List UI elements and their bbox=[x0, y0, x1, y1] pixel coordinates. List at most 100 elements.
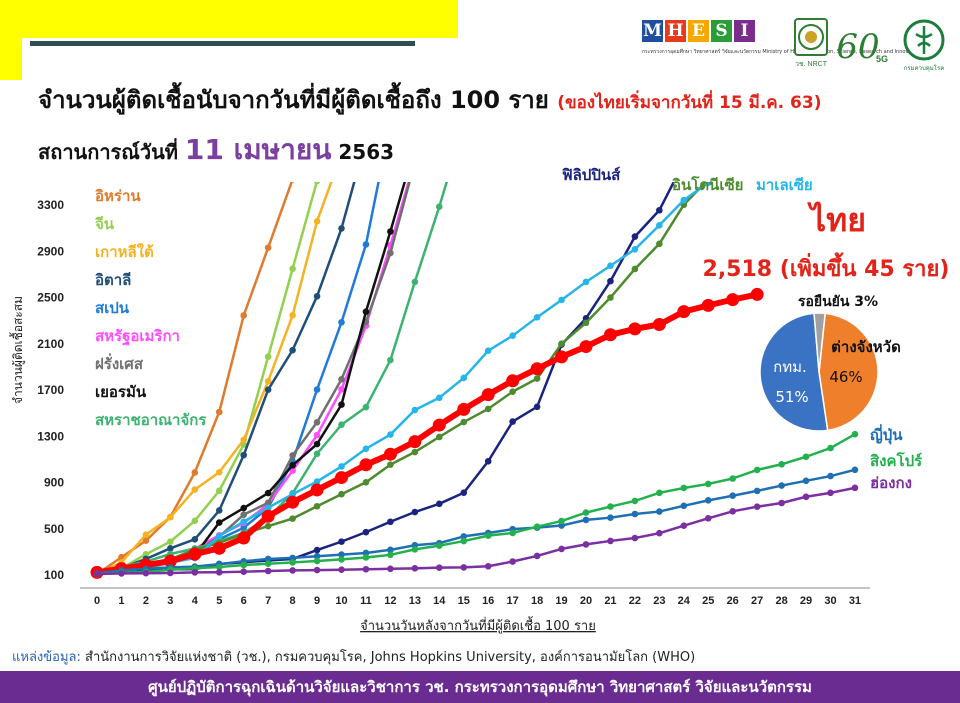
series-point bbox=[558, 545, 565, 553]
series-point bbox=[579, 340, 593, 354]
y-tick-label: 100 bbox=[44, 568, 64, 582]
header-rule bbox=[30, 41, 415, 46]
y-tick-label: 1300 bbox=[37, 429, 64, 443]
series-point bbox=[704, 182, 712, 187]
pie-label-bangkok: กทม. bbox=[773, 358, 807, 376]
series-point bbox=[289, 490, 296, 498]
series-point bbox=[240, 436, 247, 444]
series-point bbox=[338, 490, 345, 498]
series-point bbox=[558, 296, 565, 304]
series-point bbox=[313, 450, 321, 458]
legend-entry: อิหร่าน bbox=[95, 187, 141, 205]
series-point bbox=[729, 492, 736, 500]
y-tick-label: 3300 bbox=[37, 198, 64, 212]
series-point bbox=[631, 265, 639, 273]
series-point bbox=[628, 322, 642, 336]
series-point bbox=[313, 502, 321, 510]
series-point bbox=[851, 430, 859, 438]
series-point bbox=[484, 532, 492, 539]
x-tick-label: 2 bbox=[143, 595, 149, 607]
source-label: แหล่งข้อมูล: bbox=[12, 650, 81, 665]
series-group bbox=[90, 182, 859, 579]
series-point bbox=[509, 418, 516, 425]
series-point bbox=[533, 552, 541, 560]
series-point bbox=[750, 287, 764, 301]
series-point bbox=[726, 293, 740, 307]
series-point bbox=[411, 546, 419, 553]
series-point bbox=[558, 522, 565, 529]
series-point bbox=[436, 433, 443, 441]
series-point bbox=[411, 406, 419, 414]
mhesi-letter: M bbox=[642, 20, 663, 42]
y-tick-label: 900 bbox=[44, 476, 64, 490]
series-point bbox=[607, 503, 614, 510]
series-point bbox=[387, 565, 394, 573]
thailand-callout-total: 2,518 (เพิ่มขึ้น 45 ราย) bbox=[703, 252, 950, 282]
series-line bbox=[96, 182, 448, 576]
series-direct-label: ฮ่องกง bbox=[870, 474, 912, 492]
series-point bbox=[289, 312, 296, 319]
x-tick-label: 6 bbox=[241, 595, 247, 607]
series-point bbox=[533, 403, 541, 411]
pie-value-bangkok: 51% bbox=[775, 388, 808, 406]
mhesi-letter: E bbox=[688, 20, 709, 42]
series-point bbox=[460, 533, 468, 540]
series-point bbox=[436, 564, 443, 571]
legend-entry: ฝรั่งเศส bbox=[95, 353, 144, 373]
yellow-side-bar bbox=[0, 0, 22, 80]
pie-label-provinces: ต่างจังหวัด bbox=[831, 338, 901, 356]
series-point bbox=[460, 374, 468, 382]
series-point bbox=[264, 555, 272, 563]
series-point bbox=[362, 549, 370, 557]
series-point bbox=[240, 524, 247, 532]
moph-text: กรมควบคุมโรค bbox=[904, 64, 944, 72]
x-tick-label: 8 bbox=[290, 595, 296, 607]
series-point bbox=[582, 509, 590, 516]
series-point bbox=[607, 262, 614, 270]
x-tick-label: 30 bbox=[824, 595, 836, 607]
series-point bbox=[704, 497, 712, 504]
mhesi-letter: H bbox=[665, 20, 686, 42]
series-point bbox=[362, 403, 370, 411]
series-point bbox=[509, 558, 516, 565]
series-point bbox=[362, 241, 370, 248]
series-point bbox=[313, 546, 321, 554]
series-point bbox=[387, 518, 394, 526]
status-line: สถานการณ์วันที่ 11 เมษายน 2563 bbox=[38, 128, 394, 172]
series-point bbox=[387, 431, 394, 438]
series-point bbox=[215, 487, 223, 495]
series-point bbox=[313, 566, 321, 574]
series-point bbox=[289, 452, 296, 459]
y-tick-label: 1700 bbox=[37, 383, 64, 397]
series-point bbox=[411, 508, 419, 516]
x-tick-label: 17 bbox=[507, 595, 519, 607]
series-point bbox=[656, 508, 663, 515]
series-point bbox=[313, 292, 321, 300]
series-point bbox=[460, 418, 468, 426]
x-tick-label: 27 bbox=[751, 595, 763, 607]
series-point bbox=[411, 448, 419, 456]
series-point bbox=[167, 569, 174, 577]
series-point bbox=[167, 545, 174, 552]
nrct-text: วช. NRCT bbox=[795, 61, 828, 68]
series-point bbox=[118, 570, 125, 577]
series-point bbox=[530, 362, 544, 376]
series-point bbox=[656, 240, 663, 248]
series-direct-label: สิงคโปร์ bbox=[870, 451, 923, 470]
series-point bbox=[680, 502, 688, 510]
series-direct-label: ญี่ปุ่น bbox=[870, 424, 903, 445]
series-direct-label: อินโดนีเซีย bbox=[672, 175, 743, 194]
series-point bbox=[264, 522, 272, 530]
series-point bbox=[338, 318, 345, 326]
page-title: จำนวนผู้ติดเชื้อนับจากวันที่มีผู้ติดเชื้… bbox=[38, 80, 821, 119]
legend-entry: อิตาลี bbox=[95, 271, 131, 289]
footer-banner: ศูนย์ปฏิบัติการฉุกเฉินด้านวิจัยและวิชากา… bbox=[0, 671, 960, 703]
series-point bbox=[753, 487, 761, 495]
series-point bbox=[533, 523, 541, 531]
series-point bbox=[533, 314, 541, 321]
series-point bbox=[338, 386, 345, 393]
x-tick-label: 29 bbox=[800, 595, 812, 607]
series-point bbox=[215, 507, 223, 514]
series-point bbox=[558, 340, 565, 347]
